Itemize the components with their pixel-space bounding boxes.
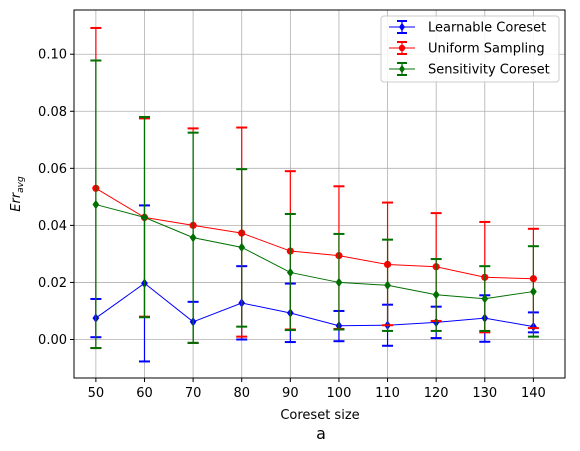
data-point — [384, 280, 391, 290]
y-tick-label: 0.04 — [38, 219, 67, 234]
x-tick-label: 100 — [327, 386, 352, 401]
series-line — [95, 187, 534, 280]
y-axis-label-main: Err — [9, 191, 24, 212]
x-tick-label: 50 — [88, 386, 105, 401]
chart-subtitle: a — [316, 424, 326, 443]
y-axis-label: Erravg — [9, 176, 26, 212]
x-axis-label: Coreset size — [280, 408, 359, 423]
data-point — [238, 242, 246, 253]
legend: Learnable Coreset Uniform Sampling Sensiti… — [380, 15, 560, 83]
y-tick-label: 0.00 — [38, 333, 67, 348]
legend-entry-2: Sensitivity Coreset — [389, 62, 550, 78]
y-tick-label: 0.10 — [38, 48, 67, 63]
data-point — [189, 232, 197, 243]
data-point — [432, 290, 440, 300]
series-line — [95, 204, 534, 300]
legend-box — [380, 15, 560, 83]
legend-label: Uniform Sampling — [428, 42, 545, 57]
x-tick-label: 120 — [424, 386, 449, 401]
x-axis: 50 60 70 80 90 100 110 120 130 140 — [88, 378, 546, 401]
x-tick-label: 90 — [282, 386, 299, 401]
legend-label: Sensitivity Coreset — [428, 63, 550, 78]
series-2 — [90, 59, 539, 350]
x-tick-label: 110 — [375, 386, 400, 401]
x-tick-label: 80 — [233, 386, 250, 401]
data-point — [481, 294, 489, 304]
x-tick-label: 70 — [185, 386, 202, 401]
legend-entry-1: Uniform Sampling — [389, 41, 545, 57]
data-point — [286, 267, 294, 278]
series-line — [95, 282, 534, 328]
y-tick-label: 0.08 — [38, 105, 67, 120]
legend-marker — [398, 22, 406, 32]
x-tick-label: 60 — [136, 386, 153, 401]
y-tick-label: 0.02 — [38, 276, 67, 291]
series-layer — [90, 26, 539, 363]
plot-frame — [73, 9, 566, 379]
legend-entry-0: Learnable Coreset — [389, 20, 546, 36]
data-point — [141, 212, 148, 223]
y-axis-label-sub: avg — [16, 176, 26, 193]
x-tick-label: 140 — [521, 386, 546, 401]
data-point — [92, 199, 100, 210]
y-axis: 0.00 0.02 0.04 0.06 0.08 0.10 — [38, 48, 74, 348]
y-tick-label: 0.06 — [38, 162, 67, 177]
legend-marker — [398, 44, 406, 52]
legend-label: Learnable Coreset — [428, 21, 546, 36]
data-point — [335, 277, 343, 288]
data-point — [530, 286, 537, 297]
x-tick-label: 130 — [472, 386, 497, 401]
legend-marker — [398, 64, 406, 74]
